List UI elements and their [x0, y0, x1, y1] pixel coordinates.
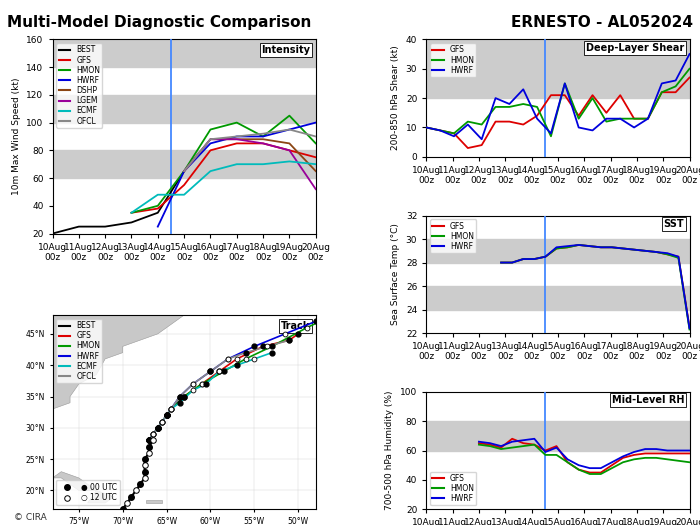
Legend: ● 00 UTC, ○ 12 UTC: ● 00 UTC, ○ 12 UTC — [56, 480, 120, 506]
Text: ERNESTO - AL052024: ERNESTO - AL052024 — [511, 15, 693, 30]
Y-axis label: 200-850 hPa Shear (kt): 200-850 hPa Shear (kt) — [391, 46, 400, 151]
Legend: GFS, HMON, HWRF: GFS, HMON, HWRF — [430, 471, 476, 506]
Polygon shape — [146, 500, 162, 503]
Legend: BEST, GFS, HMON, HWRF, DSHP, LGEM, ECMF, OFCL: BEST, GFS, HMON, HWRF, DSHP, LGEM, ECMF,… — [56, 43, 102, 128]
Text: Deep-Layer Shear: Deep-Layer Shear — [586, 43, 684, 53]
Bar — [426, 286, 690, 310]
Y-axis label: 10m Max Wind Speed (kt): 10m Max Wind Speed (kt) — [12, 78, 21, 195]
Y-axis label: Sea Surface Temp (°C): Sea Surface Temp (°C) — [391, 223, 400, 326]
Polygon shape — [52, 471, 97, 490]
Text: SST: SST — [664, 219, 684, 229]
Polygon shape — [88, 490, 114, 503]
Y-axis label: 700-500 hPa Humidity (%): 700-500 hPa Humidity (%) — [386, 391, 394, 510]
Text: © CIRA: © CIRA — [14, 513, 47, 522]
Bar — [426, 421, 690, 450]
Bar — [52, 39, 316, 67]
Text: Multi-Model Diagnostic Comparison: Multi-Model Diagnostic Comparison — [7, 15, 312, 30]
Polygon shape — [18, 315, 184, 509]
Text: Intensity: Intensity — [262, 45, 311, 55]
Bar — [426, 239, 690, 262]
Text: Mid-Level RH: Mid-Level RH — [612, 395, 684, 405]
Legend: GFS, HMON, HWRF: GFS, HMON, HWRF — [430, 43, 476, 77]
Legend: GFS, HMON, HWRF: GFS, HMON, HWRF — [430, 219, 476, 253]
Text: Track: Track — [281, 321, 311, 331]
Bar — [426, 39, 690, 98]
Bar — [52, 150, 316, 178]
Polygon shape — [18, 428, 35, 459]
Bar — [52, 95, 316, 123]
